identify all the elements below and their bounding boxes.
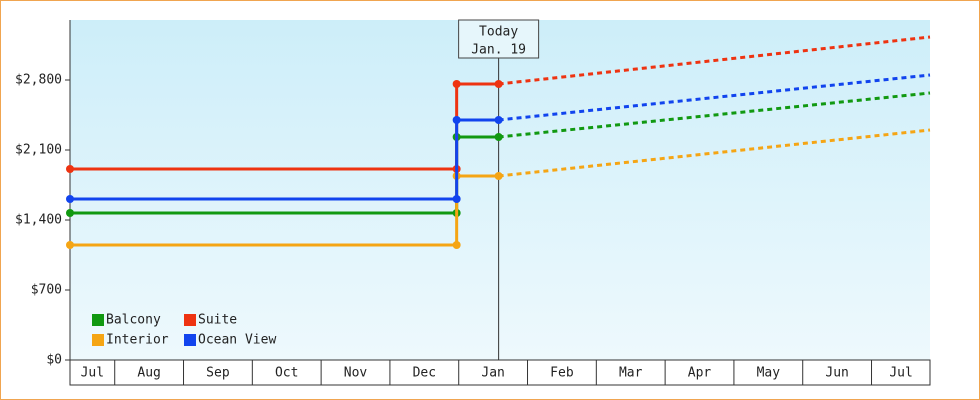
forecast-line	[498, 73, 931, 122]
y-tick-label: $1,400	[15, 213, 62, 228]
price-line	[70, 118, 499, 201]
legend-swatch	[184, 334, 196, 346]
legend-label: Interior	[106, 333, 169, 348]
x-tick-label: Aug	[137, 366, 160, 381]
today-label: Jan. 19	[471, 43, 526, 58]
price-point	[494, 80, 503, 88]
x-tick-label: Dec	[413, 366, 436, 381]
x-tick-label: Jul	[81, 366, 104, 381]
y-tick-label: $700	[31, 283, 62, 298]
x-tick-label: Oct	[275, 366, 298, 381]
x-tick-label: Nov	[344, 366, 368, 381]
y-tick-label: $0	[46, 353, 62, 368]
x-tick-label: May	[757, 366, 781, 381]
x-tick-label: Apr	[688, 366, 712, 381]
legend-swatch	[92, 334, 104, 346]
x-tick-label: Jun	[825, 366, 848, 381]
price-point	[452, 116, 461, 124]
plot-area	[70, 20, 930, 360]
forecast-line	[498, 35, 931, 86]
y-tick-label: $2,100	[15, 143, 62, 158]
price-point	[494, 116, 503, 124]
x-tick-label: Feb	[550, 366, 574, 381]
y-tick-label: $2,800	[15, 73, 62, 88]
price-point	[452, 241, 461, 249]
price-point	[66, 165, 74, 173]
legend-swatch	[184, 314, 196, 326]
price-point	[66, 241, 74, 249]
price-point	[494, 172, 503, 180]
legend-label: Balcony	[106, 313, 161, 328]
legend-label: Suite	[198, 313, 237, 328]
forecast-line	[498, 91, 931, 139]
x-tick-label: Jul	[889, 366, 912, 381]
price-point	[66, 195, 74, 203]
price-point	[494, 133, 503, 141]
today-box	[458, 19, 540, 59]
x-axis-band	[69, 359, 931, 386]
x-tick-label: Sep	[206, 366, 230, 381]
price-line	[70, 174, 499, 247]
price-point	[452, 80, 461, 88]
x-tick-label: Mar	[619, 366, 643, 381]
legend-swatch	[92, 314, 104, 326]
forecast-line	[498, 128, 931, 178]
price-point	[66, 209, 74, 217]
today-label: Today	[479, 25, 518, 40]
price-point	[452, 195, 461, 203]
x-tick-label: Jan	[481, 366, 504, 381]
legend-label: Ocean View	[198, 333, 276, 348]
